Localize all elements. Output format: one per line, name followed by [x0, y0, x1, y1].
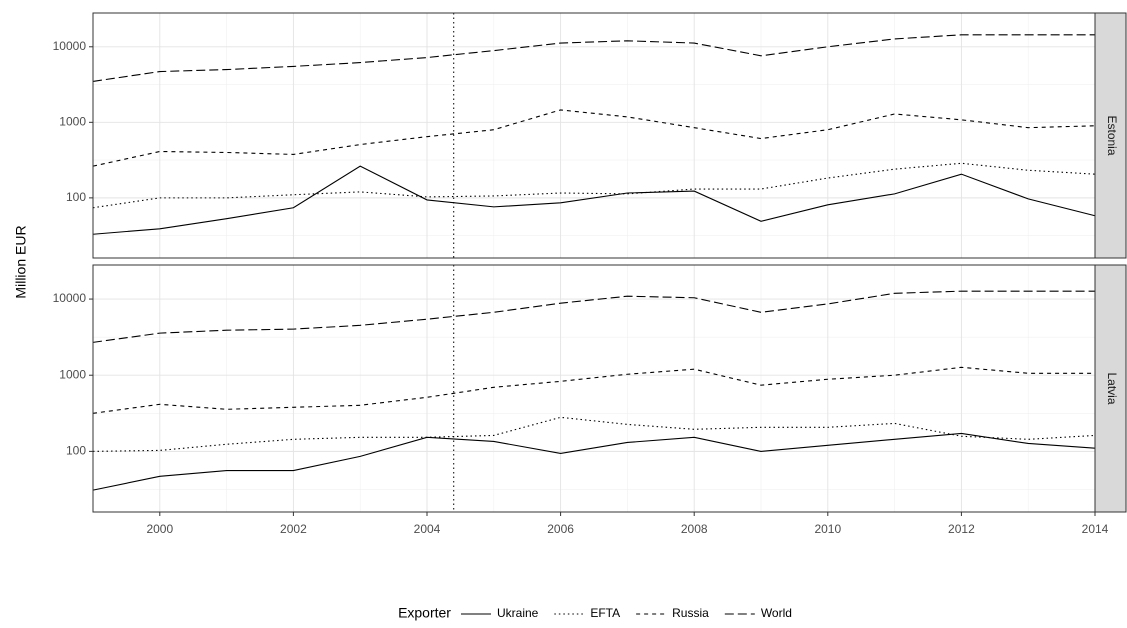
- legend-label: Ukraine: [497, 606, 539, 620]
- x-tick-label: 2000: [146, 522, 173, 536]
- facet-strip: [1094, 264, 1127, 513]
- series-line: [92, 366, 1095, 414]
- x-tick-label: 2004: [414, 522, 441, 536]
- panel-background: [93, 13, 1095, 258]
- legend-label: World: [761, 606, 792, 620]
- x-tick-label: 2002: [280, 522, 307, 536]
- y-tick-label: 100: [66, 444, 86, 458]
- legend-title: Exporter: [398, 605, 451, 621]
- y-tick-label: 1000: [59, 367, 86, 381]
- y-axis-title: Million EUR: [13, 225, 29, 298]
- series-line: [92, 34, 1095, 82]
- y-tick-label: 10000: [53, 291, 87, 305]
- y-tick-label: 10000: [53, 39, 87, 53]
- series-line: [92, 165, 1096, 235]
- series-line: [92, 416, 1096, 452]
- series-line: [92, 432, 1096, 491]
- x-tick-label: 2012: [948, 522, 975, 536]
- legend-label: EFTA: [590, 606, 620, 620]
- x-tick-label: 2008: [681, 522, 708, 536]
- x-tick-label: 2010: [814, 522, 841, 536]
- facet-strip: [1094, 12, 1127, 259]
- x-tick-label: 2006: [547, 522, 574, 536]
- legend-label: Russia: [672, 606, 709, 620]
- x-tick-label: 2014: [1082, 522, 1109, 536]
- panel-background: [93, 265, 1095, 512]
- facet-label: Latvia: [1105, 372, 1119, 404]
- facet-label: Estonia: [1105, 115, 1119, 155]
- legend: Exporter Ukraine EFTA Russia World: [398, 605, 792, 621]
- series-line: [92, 290, 1095, 343]
- series-line: [92, 162, 1096, 209]
- y-tick-label: 100: [66, 190, 86, 204]
- series-line: [92, 109, 1096, 167]
- y-tick-label: 1000: [59, 114, 86, 128]
